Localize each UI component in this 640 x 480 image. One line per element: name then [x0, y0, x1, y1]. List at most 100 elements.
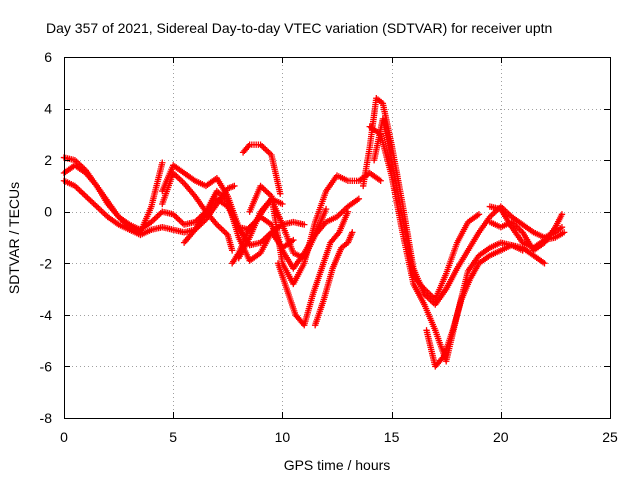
data-series-track-11 [274, 208, 352, 329]
data-point [333, 172, 341, 179]
data-point [379, 100, 387, 107]
data-point [530, 229, 537, 236]
data-point [180, 221, 188, 228]
data-point [257, 141, 264, 148]
data-point [355, 195, 363, 203]
data-point [443, 270, 450, 277]
data-point [497, 239, 504, 246]
data-marker [439, 354, 446, 361]
data-point [432, 363, 439, 370]
data-point [159, 223, 166, 231]
data-point [311, 321, 319, 329]
data-point [290, 218, 297, 226]
data-point [458, 296, 465, 303]
data-point [373, 95, 380, 102]
data-point [257, 249, 264, 257]
data-point [268, 193, 275, 200]
data-point [279, 200, 286, 208]
data-point [309, 291, 317, 298]
data-point [349, 229, 356, 236]
y-tick-label: -8 [40, 410, 53, 426]
data-point [279, 221, 286, 228]
data-point [530, 247, 537, 254]
data-point [322, 218, 330, 226]
data-point [377, 177, 384, 184]
data-point [399, 213, 406, 221]
data-point [541, 239, 548, 246]
data-point [519, 239, 526, 246]
data-layer [60, 95, 568, 370]
data-point [93, 182, 100, 190]
data-point [508, 218, 515, 226]
data-point [519, 221, 526, 228]
data-point [464, 247, 472, 254]
data-point [159, 208, 166, 215]
data-point [104, 213, 111, 221]
data-point [290, 280, 297, 288]
data-point [410, 280, 417, 288]
data-point [268, 151, 275, 159]
data-point [246, 208, 253, 215]
data-point [213, 187, 221, 195]
data-point [191, 177, 199, 184]
data-series-track-16 [423, 242, 548, 370]
x-tick-label: 5 [169, 429, 177, 445]
data-point [344, 208, 352, 215]
data-point [322, 187, 330, 195]
y-tick-label: -4 [40, 307, 53, 323]
data-series-track-10 [239, 141, 284, 197]
data-series-track-12 [311, 229, 356, 329]
data-point [71, 162, 79, 169]
data-point [322, 205, 330, 213]
x-axis-label: GPS time / hours [284, 457, 391, 473]
data-point [320, 296, 328, 303]
data-point [486, 244, 494, 252]
data-marker [334, 230, 342, 238]
data-point [318, 265, 325, 272]
data-point [180, 180, 188, 187]
data-point [231, 182, 238, 190]
data-point [246, 257, 253, 264]
data-point [453, 265, 461, 272]
data-point [213, 221, 221, 228]
data-point [497, 205, 504, 213]
data-point [191, 193, 199, 200]
tick-layer: 0 5 10 15 20 25 -8 -6 -4 -2 0 2 4 6 [40, 49, 618, 445]
data-point [301, 260, 308, 267]
y-tick-label: 2 [44, 152, 52, 168]
data-series-track-15 [370, 115, 483, 303]
data-point [558, 211, 566, 218]
data-point [329, 265, 336, 272]
data-point [388, 156, 395, 164]
data-point [464, 218, 472, 226]
data-point [213, 174, 221, 182]
grid-layer [64, 57, 610, 418]
data-point [338, 244, 345, 252]
data-point [290, 236, 297, 244]
data-point [71, 182, 79, 190]
data-point [115, 213, 122, 221]
data-point [246, 141, 253, 148]
data-point [443, 285, 450, 293]
data-point [467, 275, 474, 282]
data-point [421, 301, 428, 308]
data-point [104, 198, 111, 205]
x-tick-label: 20 [493, 429, 509, 445]
y-tick-label: -6 [40, 358, 53, 374]
data-point [327, 239, 334, 246]
data-point [224, 198, 231, 205]
plot-frame [64, 57, 611, 419]
data-point [301, 321, 308, 329]
data-point [423, 327, 430, 334]
data-point [366, 123, 373, 130]
data-point [180, 169, 188, 177]
data-point [239, 149, 247, 156]
data-point [93, 203, 100, 210]
data-point [283, 285, 290, 293]
data-point [475, 252, 483, 259]
data-point [257, 239, 264, 246]
data-point [475, 260, 483, 267]
data-point [290, 265, 297, 272]
data-series-track-3 [60, 159, 166, 236]
